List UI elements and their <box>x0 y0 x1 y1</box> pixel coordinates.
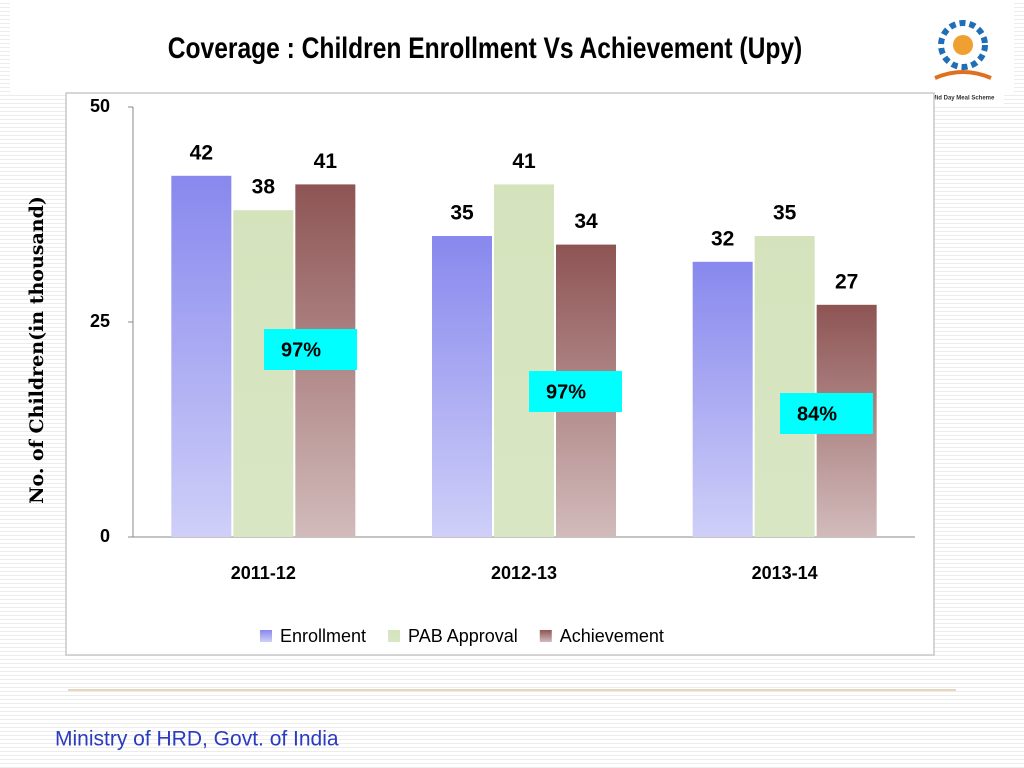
data-label: 35 <box>773 202 797 225</box>
footer: Ministry of HRD, Govt. of India <box>55 728 339 751</box>
y-tick-label: 25 <box>90 311 110 331</box>
data-label: 42 <box>190 141 213 164</box>
x-tick-label: 2013-14 <box>752 563 818 583</box>
bar <box>432 236 492 537</box>
legend-swatch <box>539 630 552 642</box>
x-tick-label: 2011-12 <box>231 563 296 583</box>
annotation-box <box>780 393 873 434</box>
logo-arc <box>934 70 992 80</box>
annotation: 97% <box>546 381 586 403</box>
y-axis-label: No. of Children(in thousand) <box>26 196 48 504</box>
bar <box>692 261 753 537</box>
bar <box>171 175 232 538</box>
y-tick-label: 0 <box>100 526 110 546</box>
slide-title: Coverage : Children Enrollment Vs Achiev… <box>168 31 802 65</box>
annotation-box <box>529 371 622 412</box>
bar <box>494 184 554 537</box>
bar <box>754 236 815 537</box>
legend-label: Achievement <box>560 626 664 646</box>
legend-label: Enrollment <box>280 626 366 646</box>
legend-swatch <box>260 630 272 642</box>
bar <box>233 210 294 537</box>
data-label: 41 <box>314 150 338 173</box>
data-label: 27 <box>835 270 858 293</box>
legend-label: PAB Approval <box>408 626 518 646</box>
x-tick-label: 2012-13 <box>491 563 557 583</box>
data-label: 35 <box>450 202 474 225</box>
data-label: 38 <box>252 176 276 199</box>
data-label: 41 <box>512 150 536 173</box>
data-label: 32 <box>711 227 734 250</box>
annotation: 84% <box>797 403 837 425</box>
title-band <box>10 0 1014 95</box>
annotation: 97% <box>281 339 321 361</box>
logo-ring <box>938 20 988 70</box>
y-tick-label: 50 <box>90 96 110 116</box>
data-label: 34 <box>574 210 598 233</box>
legend-swatch <box>388 630 401 642</box>
logo-text: Mid Day Meal Scheme <box>932 96 995 102</box>
logo: Mid Day Meal Scheme <box>922 10 1004 105</box>
logo-center <box>953 35 973 55</box>
annotation-box <box>264 329 357 370</box>
